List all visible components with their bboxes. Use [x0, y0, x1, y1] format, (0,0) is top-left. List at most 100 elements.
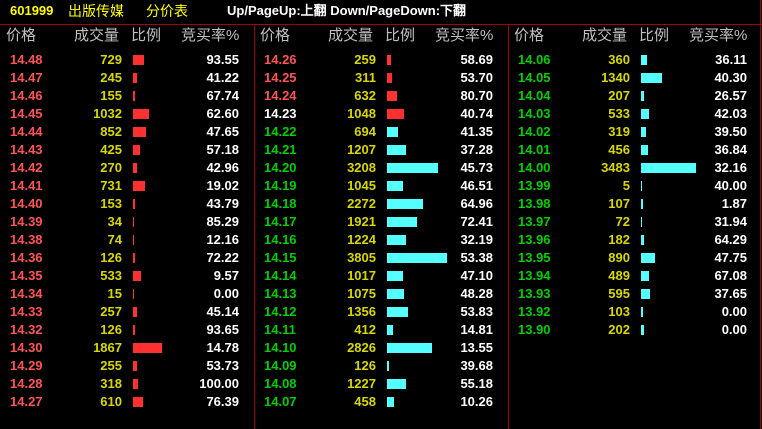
- bid-rate: 64.96: [460, 196, 493, 211]
- bid-rate: 10.26: [460, 394, 493, 409]
- volume-bar: [133, 91, 136, 101]
- volume: 1224: [347, 232, 376, 247]
- volume-bar: [133, 55, 145, 65]
- column-header: 比例: [131, 27, 162, 44]
- price: 14.07: [264, 394, 297, 409]
- bid-rate: 31.94: [714, 214, 747, 229]
- volume: 270: [100, 160, 122, 175]
- divider: [508, 24, 509, 429]
- price: 14.36: [10, 250, 43, 265]
- price: 14.22: [264, 124, 297, 139]
- volume-bar: [387, 325, 394, 335]
- price: 14.02: [518, 124, 551, 139]
- volume: 1867: [93, 340, 122, 355]
- bid-rate: 14.78: [206, 340, 239, 355]
- volume: 103: [608, 304, 630, 319]
- bid-rate: 100.00: [199, 376, 239, 391]
- volume-bar: [387, 127, 398, 137]
- bid-rate: 37.28: [460, 142, 493, 157]
- volume: 153: [100, 196, 122, 211]
- volume: 533: [608, 106, 630, 121]
- column-header: 竞买率%: [689, 27, 748, 44]
- bid-rate: 40.30: [714, 70, 747, 85]
- column-header: 竞买率%: [435, 27, 494, 44]
- bid-rate: 40.74: [460, 106, 493, 121]
- volume: 533: [100, 268, 122, 283]
- column-header: 价格: [514, 27, 545, 44]
- price: 14.01: [518, 142, 551, 157]
- volume: 257: [100, 304, 122, 319]
- volume-bar: [641, 109, 650, 119]
- volume-bar: [133, 361, 138, 371]
- volume: 182: [608, 232, 630, 247]
- volume: 489: [608, 268, 630, 283]
- price: 14.33: [10, 304, 43, 319]
- volume: 126: [100, 250, 122, 265]
- volume-bar: [387, 361, 389, 371]
- bid-rate: 0.00: [213, 286, 239, 301]
- volume: 852: [100, 124, 122, 139]
- volume: 458: [354, 394, 376, 409]
- divider: [0, 24, 762, 25]
- volume-bar: [641, 181, 642, 191]
- volume-bar: [387, 145, 407, 155]
- bid-rate: 53.70: [460, 70, 493, 85]
- volume: 731: [100, 178, 122, 193]
- column-header: 竞买率%: [181, 27, 240, 44]
- price: 14.08: [264, 376, 297, 391]
- column-header: 比例: [385, 27, 416, 44]
- volume-bar: [641, 271, 649, 281]
- volume-bar: [133, 109, 150, 119]
- bid-rate: 14.81: [460, 322, 493, 337]
- volume-bar: [641, 289, 651, 299]
- price: 14.40: [10, 196, 43, 211]
- bid-rate: 0.00: [721, 322, 747, 337]
- price: 14.23: [264, 106, 297, 121]
- volume-bar: [387, 217, 418, 227]
- bid-rate: 64.29: [714, 232, 747, 247]
- column-header: 成交量: [328, 27, 374, 44]
- price: 14.25: [264, 70, 297, 85]
- volume-bar: [641, 325, 645, 335]
- bid-rate: 62.60: [206, 106, 239, 121]
- bid-rate: 42.96: [206, 160, 239, 175]
- price: 14.28: [10, 376, 43, 391]
- volume-bar: [387, 379, 407, 389]
- price: 14.44: [10, 124, 43, 139]
- volume-bar: [133, 181, 145, 191]
- bid-rate: 76.39: [206, 394, 239, 409]
- column-header: 价格: [6, 27, 37, 44]
- bid-rate: 47.65: [206, 124, 239, 139]
- volume-bar: [641, 73, 663, 83]
- volume-bar: [133, 127, 147, 137]
- volume: 126: [354, 358, 376, 373]
- price: 13.99: [518, 178, 551, 193]
- bid-rate: 45.73: [460, 160, 493, 175]
- column-header: 比例: [639, 27, 670, 44]
- column-header: 成交量: [74, 27, 120, 44]
- volume-bar: [133, 271, 142, 281]
- volume: 694: [354, 124, 376, 139]
- bid-rate: 46.51: [460, 178, 493, 193]
- bid-rate: 55.18: [460, 376, 493, 391]
- volume: 3805: [347, 250, 376, 265]
- divider: [760, 0, 761, 429]
- price: 13.97: [518, 214, 551, 229]
- bid-rate: 53.83: [460, 304, 493, 319]
- stock-name: 出版传媒: [68, 3, 124, 19]
- bid-rate: 45.14: [206, 304, 239, 319]
- volume-bar: [133, 145, 140, 155]
- volume-bar: [641, 199, 643, 209]
- volume: 15: [107, 286, 122, 301]
- bid-rate: 67.74: [206, 88, 239, 103]
- volume: 1921: [347, 214, 376, 229]
- volume: 34: [107, 214, 122, 229]
- price: 13.93: [518, 286, 551, 301]
- column-header: 成交量: [582, 27, 628, 44]
- price: 14.21: [264, 142, 297, 157]
- volume: 456: [608, 142, 630, 157]
- price: 14.47: [10, 70, 43, 85]
- bid-rate: 43.79: [206, 196, 239, 211]
- bid-rate: 26.57: [714, 88, 747, 103]
